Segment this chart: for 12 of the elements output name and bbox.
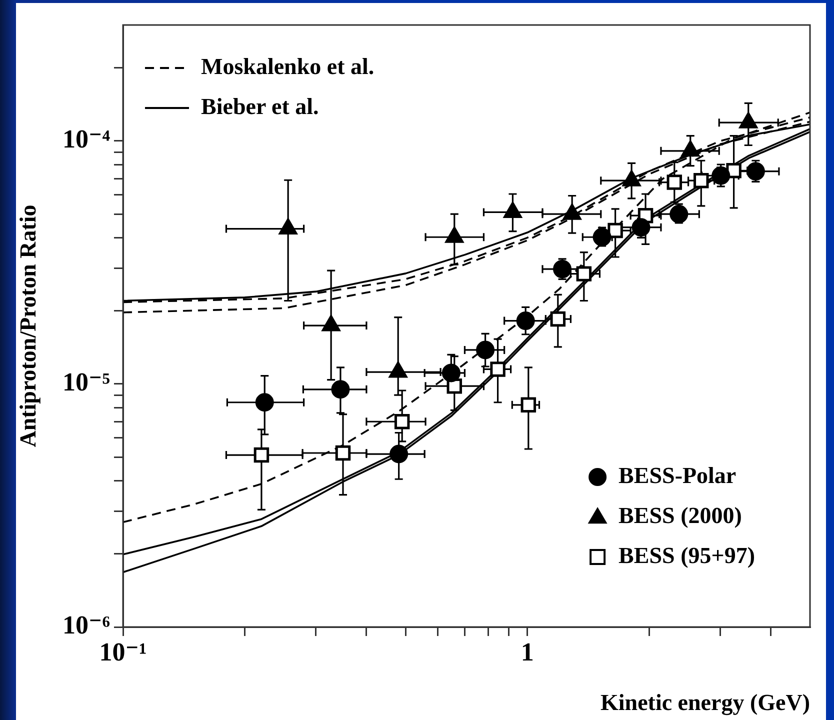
y-tick-label: 10⁻⁴ — [62, 124, 110, 154]
y-axis-title: Antiproton/Proton Ratio — [16, 204, 41, 448]
legend-label: BESS (95+97) — [618, 542, 756, 568]
x-axis-title: Kinetic energy (GeV) — [600, 690, 810, 716]
legend-label: BESS (2000) — [618, 502, 742, 528]
legend-label: Moskalenko et al. — [201, 54, 374, 79]
legend-label: Bieber et al. — [201, 94, 319, 119]
x-tick-label: 10⁻¹ — [99, 637, 147, 666]
y-tick-label: 10⁻⁵ — [62, 368, 110, 397]
legend-label: BESS-Polar — [618, 462, 736, 488]
x-tick-label: 1 — [520, 637, 534, 666]
y-tick-label: 10⁻⁶ — [62, 610, 110, 640]
